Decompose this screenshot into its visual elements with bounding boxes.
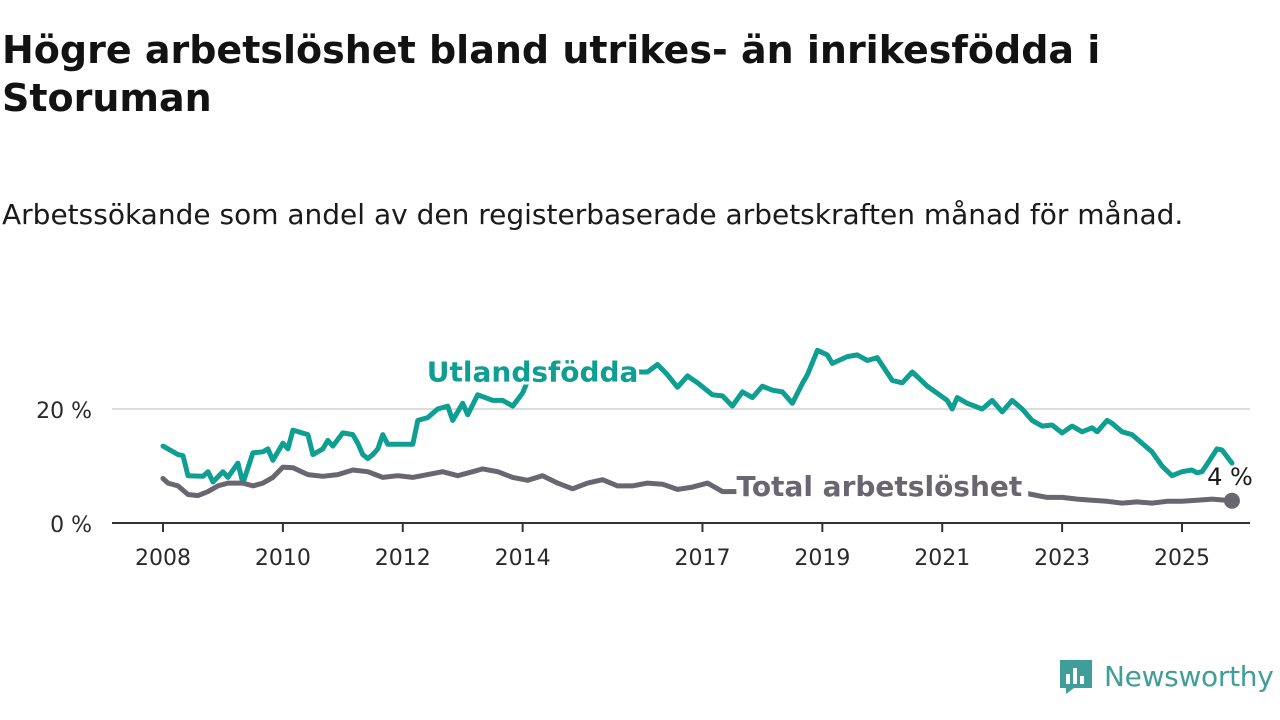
- x-tick-label: 2019: [794, 546, 850, 571]
- newsworthy-logo: Newsworthy: [1058, 654, 1274, 698]
- end-value-label: 4 %: [1207, 463, 1253, 491]
- end-point-marker: [1223, 492, 1240, 509]
- series-line-utlandsfodda: [160, 347, 1235, 486]
- x-axis: 2008 2010 2012 2014 2017 2019 2021 2023 2025: [112, 522, 1250, 571]
- chart-title: Högre arbetslöshet bland utrikes- än inr…: [2, 28, 1101, 120]
- x-tick-label: 2008: [135, 546, 191, 571]
- x-tick-label: 2025: [1154, 546, 1210, 571]
- x-tick-label: 2014: [495, 546, 551, 571]
- series-lines: [160, 347, 1235, 506]
- brand-name: Newsworthy: [1104, 659, 1274, 693]
- x-tick-label: 2021: [914, 546, 970, 571]
- chart-subtitle: Arbetssökande som andel av den registerb…: [2, 198, 1184, 231]
- series-label-total: Total arbetslöshet: [736, 470, 1022, 503]
- x-tick-label: 2012: [375, 546, 431, 571]
- series-line-total: [160, 464, 1235, 506]
- annotations: Utlandsfödda Total arbetslöshet 4 %: [424, 353, 1255, 510]
- y-tick-label: 0 %: [50, 513, 92, 538]
- x-tick-label: 2010: [255, 546, 311, 571]
- x-tick-label: 2017: [674, 546, 730, 571]
- series-label-utlandsfodda: Utlandsfödda: [427, 356, 639, 389]
- x-tick-label: 2023: [1034, 546, 1090, 571]
- y-axis: 0 % 20 %: [36, 399, 92, 538]
- y-tick-label: 20 %: [36, 399, 92, 424]
- newsworthy-chart-icon: [1060, 660, 1092, 694]
